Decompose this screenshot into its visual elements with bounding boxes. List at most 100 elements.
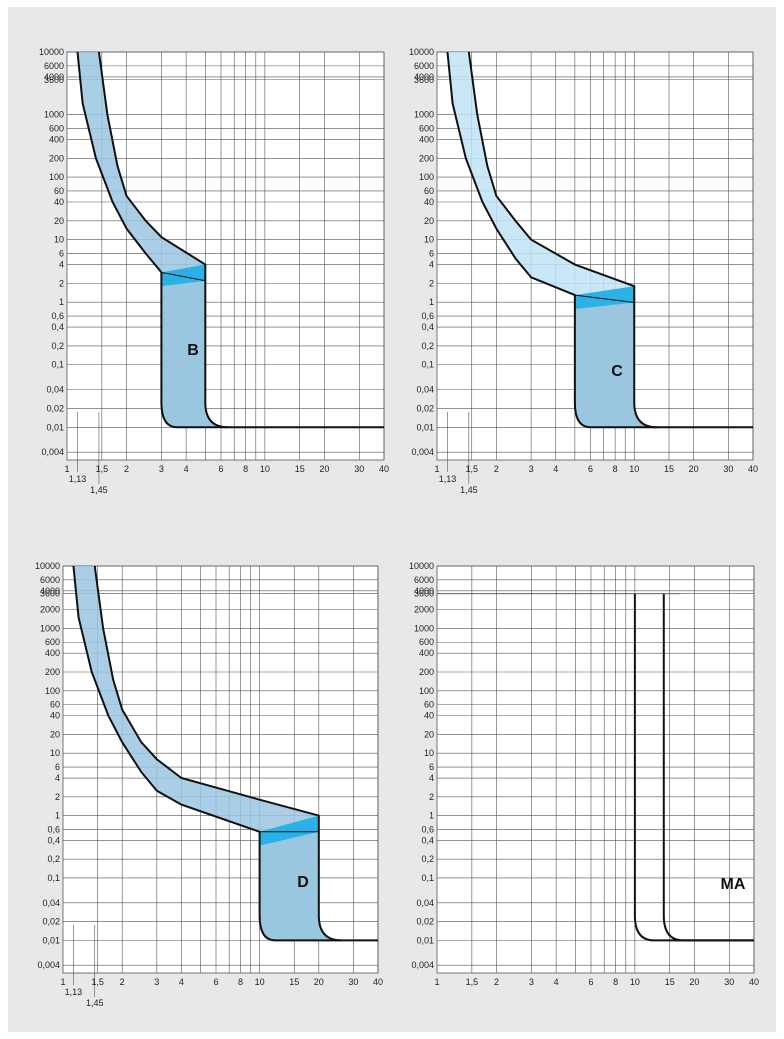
y-tick-label: 4000 — [44, 72, 64, 82]
x-tick-label: 6 — [588, 464, 593, 474]
magnetic-divider — [574, 294, 635, 303]
y-tick-label: 600 — [45, 637, 60, 647]
y-tick-label: 400 — [419, 648, 434, 658]
y-tick-label: 40 — [424, 197, 434, 207]
y-tick-label: 0,2 — [47, 854, 60, 864]
x-tick-label: 30 — [348, 977, 358, 987]
chart-D: 1000060004000360020001000600400200100604… — [35, 561, 383, 1008]
x-tick-label: 6 — [213, 977, 218, 987]
thermal-band — [447, 52, 635, 296]
y-tick-label: 3600 — [40, 589, 60, 599]
y-tick-label: 600 — [419, 123, 434, 133]
x-tick-label: 4 — [184, 464, 189, 474]
y-tick-label: 1 — [429, 297, 434, 307]
x-tick-label: 8 — [613, 464, 618, 474]
x-tick-label: 1,45 — [86, 998, 104, 1008]
y-tick-label: 0,6 — [51, 311, 64, 321]
y-tick-label: 10 — [54, 235, 64, 245]
y-tick-label: 40 — [50, 711, 60, 721]
y-tick-label: 600 — [49, 123, 64, 133]
y-tick-label: 0,6 — [47, 824, 60, 834]
x-tick-label: 8 — [613, 977, 618, 987]
y-tick-label: 0,4 — [51, 322, 64, 332]
x-tick-label: 1,45 — [460, 485, 478, 495]
magnetic-divider — [161, 271, 206, 282]
y-tick-label: 200 — [419, 667, 434, 677]
y-tick-label: 6 — [55, 762, 60, 772]
y-tick-label: 0,04 — [42, 898, 60, 908]
x-tick-label: 2 — [494, 464, 499, 474]
x-tick-label: 1,45 — [90, 485, 108, 495]
ma-trip-curve — [633, 593, 754, 942]
x-tick-label: 1,13 — [65, 987, 83, 997]
x-tick-label: 1 — [60, 977, 65, 987]
y-tick-label: 10 — [424, 748, 434, 758]
x-tick-label: 15 — [664, 464, 674, 474]
y-tick-label: 40 — [54, 197, 64, 207]
lower-trip-curve — [76, 51, 384, 429]
curve-type-label: B — [187, 342, 199, 359]
y-tick-label: 6000 — [40, 575, 60, 585]
x-tick-label: 4 — [553, 464, 558, 474]
y-tick-label: 60 — [424, 186, 434, 196]
y-tick-label: 0,004 — [411, 447, 434, 457]
lower-trip-curve — [72, 565, 378, 942]
y-tick-label: 2000 — [414, 605, 434, 615]
y-tick-label: 10 — [50, 748, 60, 758]
x-tick-label: 1,5 — [96, 464, 109, 474]
y-tick-label: 4 — [55, 773, 60, 783]
y-tick-label: 20 — [50, 729, 60, 739]
x-tick-label: 2 — [120, 977, 125, 987]
y-tick-label: 0,04 — [46, 385, 64, 395]
y-tick-label: 0,1 — [51, 360, 64, 370]
x-tick-label: 40 — [748, 464, 758, 474]
x-tick-label: 10 — [629, 464, 639, 474]
y-tick-label: 0,004 — [411, 960, 434, 970]
y-tick-label: 1 — [429, 811, 434, 821]
y-tick-label: 2 — [55, 792, 60, 802]
x-tick-label: 6 — [588, 977, 593, 987]
magnetic-zone-top — [161, 264, 206, 287]
y-tick-label: 1000 — [44, 110, 64, 120]
y-tick-label: 0,01 — [416, 935, 434, 945]
y-tick-label: 2 — [429, 792, 434, 802]
y-tick-label: 200 — [49, 153, 64, 163]
x-tick-label: 2 — [494, 977, 499, 987]
x-tick-label: 1 — [434, 464, 439, 474]
y-tick-label: 200 — [45, 667, 60, 677]
y-tick-label: 6000 — [414, 575, 434, 585]
y-tick-label: 0,02 — [416, 917, 434, 927]
x-tick-label: 1,13 — [439, 474, 457, 484]
y-tick-label: 100 — [419, 172, 434, 182]
y-tick-label: 400 — [419, 134, 434, 144]
x-tick-label: 6 — [218, 464, 223, 474]
x-tick-label: 20 — [689, 977, 699, 987]
y-tick-label: 0,1 — [421, 360, 434, 370]
x-tick-label: 4 — [554, 977, 559, 987]
y-tick-label: 4 — [429, 260, 434, 270]
x-tick-label: 15 — [295, 464, 305, 474]
x-tick-label: 20 — [314, 977, 324, 987]
x-tick-label: 20 — [689, 464, 699, 474]
upper-trip-curve — [93, 565, 342, 942]
y-tick-label: 0,01 — [416, 422, 434, 432]
upper-trip-curve — [97, 51, 228, 429]
magnetic-zone-top — [574, 286, 635, 309]
x-tick-label: 30 — [723, 464, 733, 474]
y-tick-label: 0,4 — [421, 322, 434, 332]
y-tick-label: 1 — [59, 297, 64, 307]
x-tick-label: 40 — [379, 464, 389, 474]
chart-C: 1000060004000360010006004002001006040201… — [409, 47, 758, 495]
y-tick-label: 60 — [424, 700, 434, 710]
y-tick-label: 4 — [59, 260, 64, 270]
y-tick-label: 1 — [55, 811, 60, 821]
curve-type-label: D — [297, 874, 309, 891]
y-tick-label: 0,2 — [51, 341, 64, 351]
y-tick-label: 10000 — [409, 561, 434, 571]
x-tick-label: 30 — [724, 977, 734, 987]
curve-type-label: MA — [721, 876, 746, 893]
curve-type-label: C — [611, 363, 623, 380]
y-tick-label: 100 — [45, 686, 60, 696]
y-tick-label: 0,6 — [421, 824, 434, 834]
